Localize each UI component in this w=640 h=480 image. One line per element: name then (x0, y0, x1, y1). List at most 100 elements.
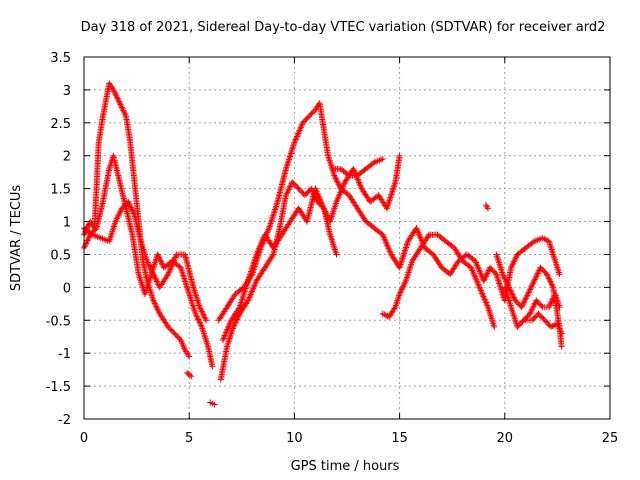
data-point-fill (146, 262, 153, 269)
data-point (150, 271, 157, 278)
data-point-fill (484, 302, 491, 309)
data-point-fill (532, 274, 539, 281)
data-point-fill (503, 279, 510, 286)
data-point-fill (298, 188, 305, 195)
data-point-fill (490, 322, 497, 329)
data-point-fill (197, 305, 204, 312)
data-point-fill (153, 303, 160, 310)
data-point-fill (555, 269, 562, 276)
data-point (543, 271, 550, 278)
data-point-fill (115, 212, 122, 219)
data-point-fill (547, 301, 554, 308)
data-point-fill (135, 269, 142, 276)
data-point-fill (540, 315, 547, 322)
x-tick-label: 20 (497, 431, 514, 446)
data-point (306, 113, 313, 120)
data-point-fill (482, 274, 489, 281)
data-point-fill (291, 181, 298, 188)
data-point-fill (120, 204, 127, 211)
data-point-fill (544, 319, 551, 326)
data-point-fill (231, 320, 238, 327)
data-point (537, 264, 544, 271)
data-point-fill (167, 326, 174, 333)
y-tick-label: -0.5 (46, 314, 71, 329)
data-point-fill (365, 195, 372, 202)
data-point-fill (415, 247, 422, 254)
data-point-fill (153, 277, 160, 284)
data-point-fill (230, 293, 237, 300)
data-point-fill (448, 242, 455, 249)
data-point-fill (149, 269, 156, 276)
data-point-fill (475, 282, 482, 289)
data-point-fill (232, 319, 239, 326)
data-point-fill (193, 313, 200, 320)
data-point-fill (510, 293, 517, 300)
data-point-fill (507, 266, 514, 273)
data-point-fill (378, 156, 385, 163)
data-point-fill (113, 215, 120, 222)
data-point-fill (332, 200, 339, 207)
data-point (512, 297, 519, 304)
data-point-fill (309, 109, 316, 116)
data-point-fill (499, 269, 506, 276)
data-point-fill (322, 208, 329, 215)
data-point (487, 264, 494, 271)
data-point-fill (82, 241, 89, 248)
data-point-fill (336, 165, 343, 172)
data-point-fill (86, 229, 93, 236)
data-point-fill (185, 371, 192, 378)
data-point-fill (533, 273, 540, 280)
data-point-fill (501, 275, 508, 282)
data-point-fill (529, 306, 536, 313)
x-tick-label: 0 (80, 431, 88, 446)
data-point-fill (143, 256, 150, 263)
data-point-fill (343, 170, 350, 177)
data-point-fill (166, 325, 173, 332)
data-point-fill (436, 261, 443, 268)
data-point-fill (488, 265, 495, 272)
data-point-fill (168, 327, 175, 334)
data-point-fill (332, 175, 339, 182)
data-point-fill (191, 309, 198, 316)
data-point-fill (125, 200, 132, 207)
data-point-fill (299, 189, 306, 196)
data-point-fill (324, 212, 331, 219)
data-point-fill (200, 312, 207, 319)
data-point-fill (368, 161, 375, 168)
data-point-fill (109, 85, 116, 92)
data-point (518, 304, 525, 311)
data-point-fill (202, 315, 209, 322)
data-point-fill (253, 253, 260, 260)
data-point-fill (130, 210, 137, 217)
data-point-fill (284, 189, 291, 196)
data-point-fill (557, 328, 564, 335)
data-point-fill (174, 262, 181, 269)
data-point-fill (505, 282, 512, 289)
data-point-fill (304, 189, 311, 196)
y-tick-label: 1 (63, 216, 71, 231)
data-point-fill (83, 239, 90, 246)
data-point-fill (149, 268, 156, 275)
data-point-fill (190, 282, 197, 289)
data-point-fill (127, 203, 134, 210)
data-point-fill (223, 345, 230, 352)
data-point-fill (320, 124, 327, 131)
data-point-fill (152, 301, 159, 308)
data-point-fill (290, 180, 297, 187)
data-point-fill (286, 184, 293, 191)
data-point-fill (231, 322, 238, 329)
data-point-fill (208, 361, 215, 368)
data-point-fill (457, 255, 464, 262)
data-point-fill (229, 325, 236, 332)
data-point-fill (521, 298, 528, 305)
data-point (295, 185, 302, 192)
data-point-fill (529, 280, 536, 287)
data-point-fill (501, 274, 508, 281)
data-point-fill (503, 278, 510, 285)
data-point-fill (332, 249, 339, 256)
data-point-fill (537, 301, 544, 308)
data-point-fill (116, 211, 123, 218)
data-point-fill (151, 300, 158, 307)
data-point-fill (526, 288, 533, 295)
data-point-fill (113, 92, 120, 99)
